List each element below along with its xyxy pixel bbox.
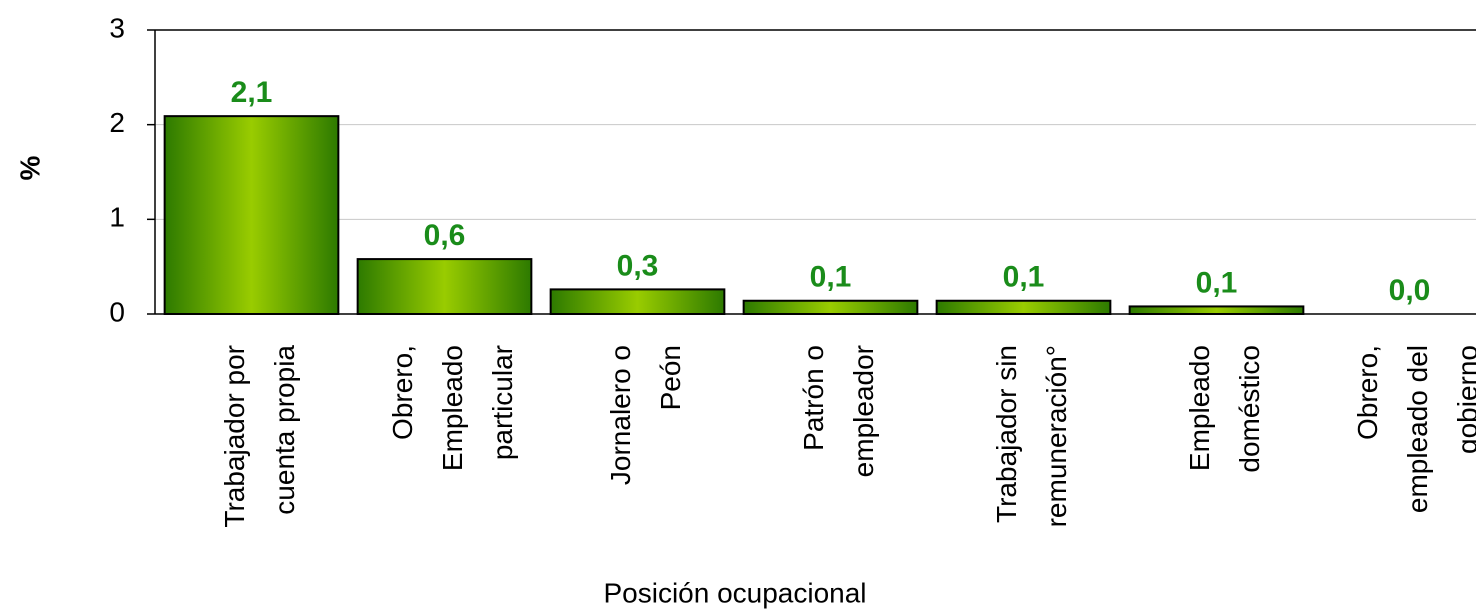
y-tick-label: 3 bbox=[109, 12, 125, 43]
y-axis-label: % bbox=[14, 155, 45, 180]
x-tick-label: particular bbox=[487, 345, 518, 460]
x-tick-label: doméstico bbox=[1234, 345, 1265, 473]
y-tick-label: 0 bbox=[109, 296, 125, 327]
data-label: 2,1 bbox=[231, 76, 273, 109]
x-tick-label: Empleado bbox=[1184, 345, 1215, 471]
x-tick-label: Patrón o bbox=[798, 345, 829, 451]
x-axis-label: Posición ocupacional bbox=[603, 577, 866, 608]
x-tick-label: Peón bbox=[655, 345, 686, 410]
x-tick-label: Obrero, bbox=[387, 345, 418, 440]
data-label: 0,6 bbox=[424, 219, 466, 252]
bar bbox=[935, 299, 1112, 316]
data-label: 0,0 bbox=[1389, 274, 1431, 307]
data-label: 0,1 bbox=[1196, 266, 1238, 299]
data-label: 0,1 bbox=[810, 261, 852, 294]
x-tick-label: Obrero, bbox=[1352, 345, 1383, 440]
x-tick-label: Trabajador por bbox=[219, 345, 250, 528]
bar bbox=[742, 299, 919, 316]
bar bbox=[356, 258, 533, 315]
data-label: 0,3 bbox=[617, 249, 659, 282]
x-tick-label: empleado del bbox=[1402, 345, 1433, 513]
bar bbox=[1128, 305, 1305, 315]
x-tick-label: remuneración° bbox=[1041, 345, 1072, 527]
x-tick-label: empleador bbox=[848, 345, 879, 477]
data-label: 0,1 bbox=[1003, 261, 1045, 294]
bar bbox=[549, 288, 726, 315]
y-tick-label: 2 bbox=[109, 107, 125, 138]
y-tick-label: 1 bbox=[109, 202, 125, 233]
x-tick-label: Jornalero o bbox=[605, 345, 636, 485]
x-tick-label: Empleado bbox=[437, 345, 468, 471]
x-tick-label: Trabajador sin bbox=[991, 345, 1022, 523]
bar bbox=[163, 115, 340, 315]
x-tick-label: cuenta propia bbox=[269, 345, 300, 515]
x-tick-label: gobierno bbox=[1452, 345, 1476, 454]
